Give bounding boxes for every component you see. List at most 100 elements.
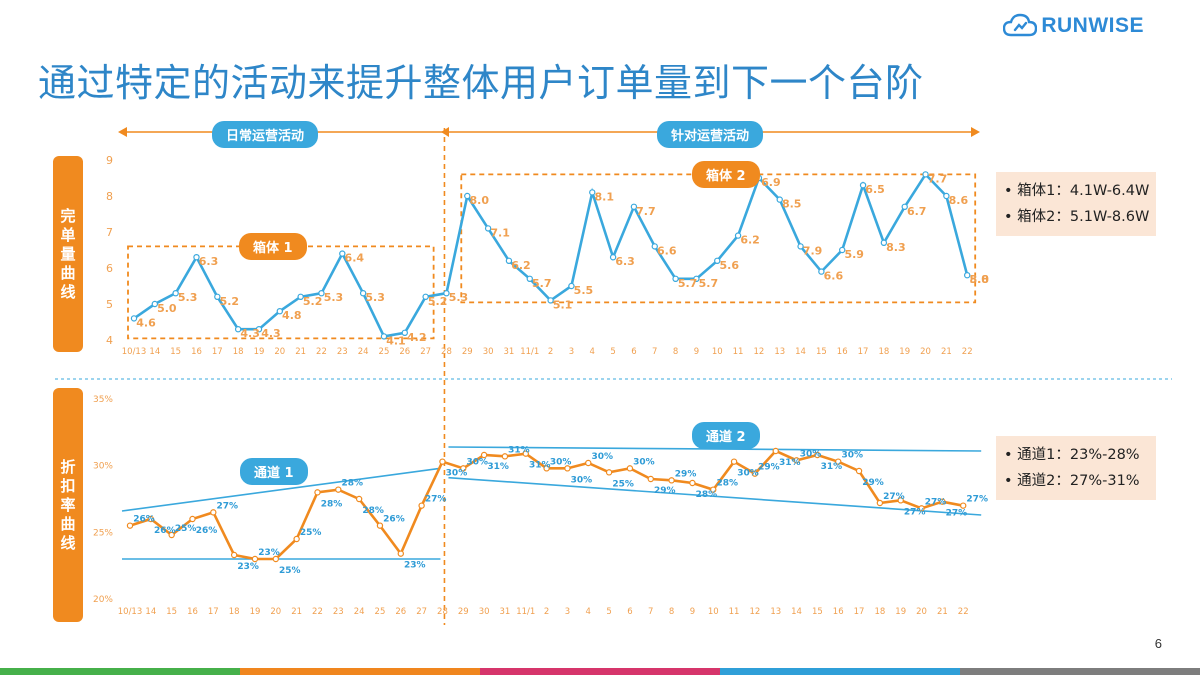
data-point (251, 555, 259, 563)
channel1-label: 通道 1 (240, 458, 308, 485)
data-label: 30% (800, 449, 822, 459)
x-tick-label: 23 (337, 347, 348, 357)
data-label: 26% (196, 526, 218, 536)
data-point (876, 499, 884, 507)
data-label: 6.4 (345, 252, 365, 265)
data-label: 8.6 (949, 194, 969, 207)
x-tick-label: 14 (145, 607, 156, 617)
x-tick-label: 19 (895, 607, 906, 617)
data-point (335, 486, 342, 493)
data-label: 31% (508, 445, 530, 455)
x-tick-label: 14 (795, 347, 806, 357)
legend-top-item: • 箱体2：5.1W-8.6W (1004, 209, 1150, 225)
data-label: 5.3 (365, 291, 385, 304)
data-label: 27% (966, 495, 988, 505)
data-label: 30% (633, 457, 655, 467)
data-label: 29% (675, 469, 697, 479)
bottom-color-bar (0, 668, 1200, 675)
y-tick-label: 4 (106, 334, 113, 347)
x-tick-label: 15 (816, 347, 827, 357)
data-label: 30% (591, 452, 613, 462)
data-label: 28% (696, 490, 718, 500)
y-tick-label: 35% (93, 395, 113, 405)
data-point (193, 254, 200, 261)
x-tick-label: 31 (504, 347, 515, 357)
x-tick-label: 11/1 (520, 347, 539, 357)
legend-bottom: • 通道1：23%-28% • 通道2：27%-31% (996, 436, 1156, 500)
data-label: 28% (362, 506, 384, 516)
cloud-logo-icon (1003, 13, 1038, 37)
data-label: 25% (279, 566, 301, 576)
data-label: 27% (904, 507, 926, 517)
data-label: 31% (821, 462, 843, 472)
x-tick-label: 10 (708, 607, 719, 617)
data-label: 27% (425, 495, 447, 505)
x-tick-label: 8 (673, 347, 678, 357)
data-point (818, 268, 825, 275)
x-tick-label: 11 (733, 347, 744, 357)
data-label: 7.7 (636, 205, 656, 218)
data-label: 31% (487, 462, 509, 472)
data-label: 5.7 (678, 277, 698, 290)
data-point (522, 450, 529, 457)
data-label: 6.2 (740, 234, 760, 247)
x-tick-label: 31 (500, 607, 511, 617)
data-label: 6.6 (657, 244, 677, 257)
x-tick-label: 27 (420, 347, 431, 357)
side-label-char: 线 (60, 282, 76, 301)
data-point (751, 470, 759, 477)
data-label: 8.0 (470, 194, 490, 207)
x-tick-label: 30 (479, 607, 490, 617)
data-label: 6.6 (824, 270, 844, 283)
data-point (501, 453, 509, 460)
y-tick-label: 8 (106, 190, 113, 203)
data-point (234, 326, 242, 333)
bottom-bar-segment (240, 668, 480, 675)
y-tick-label: 5 (106, 298, 113, 311)
x-tick-label: 10 (712, 347, 723, 357)
x-tick-label: 18 (229, 607, 240, 617)
data-label: 5.7 (532, 277, 552, 290)
data-label: 25% (612, 479, 634, 489)
x-tick-label: 23 (333, 607, 344, 617)
data-point (355, 495, 363, 503)
x-tick-label: 11 (729, 607, 740, 617)
data-point (668, 477, 675, 484)
data-label: 5.9 (844, 248, 864, 261)
data-label: 29% (862, 478, 884, 488)
data-point (793, 457, 800, 464)
x-tick-label: 17 (854, 607, 865, 617)
x-tick-label: 22 (312, 607, 323, 617)
x-tick-label: 30 (483, 347, 494, 357)
y-tick-label: 7 (106, 226, 113, 239)
data-label: 8.5 (782, 198, 802, 211)
data-point (480, 451, 488, 459)
data-point (568, 282, 575, 290)
x-tick-label: 15 (812, 607, 823, 617)
data-label: 23% (258, 548, 280, 558)
data-label: 7.7 (928, 172, 948, 185)
data-point (589, 189, 596, 196)
data-point (605, 469, 613, 476)
x-tick-label: 12 (749, 607, 760, 617)
data-point (693, 275, 700, 282)
x-tick-label: 19 (250, 607, 261, 617)
box2-label: 箱体 2 (692, 161, 760, 188)
side-label-char: 线 (60, 533, 76, 552)
data-label: 4.2 (407, 331, 427, 344)
top-side-label: 完单量曲线 (53, 156, 83, 352)
data-point (626, 465, 634, 472)
x-tick-label: 22 (958, 607, 969, 617)
x-tick-label: 21 (941, 347, 952, 357)
x-tick-label: 6 (627, 607, 632, 617)
y-tick-label: 25% (93, 528, 113, 538)
data-label: 27% (883, 492, 905, 502)
data-point (943, 192, 950, 200)
data-label: 4.1 (386, 334, 406, 347)
x-tick-label: 16 (837, 347, 848, 357)
data-label: 6.7 (907, 205, 927, 218)
x-tick-label: 26 (399, 347, 410, 357)
x-tick-label: 17 (212, 347, 223, 357)
data-point (230, 551, 238, 559)
data-point (689, 479, 696, 487)
